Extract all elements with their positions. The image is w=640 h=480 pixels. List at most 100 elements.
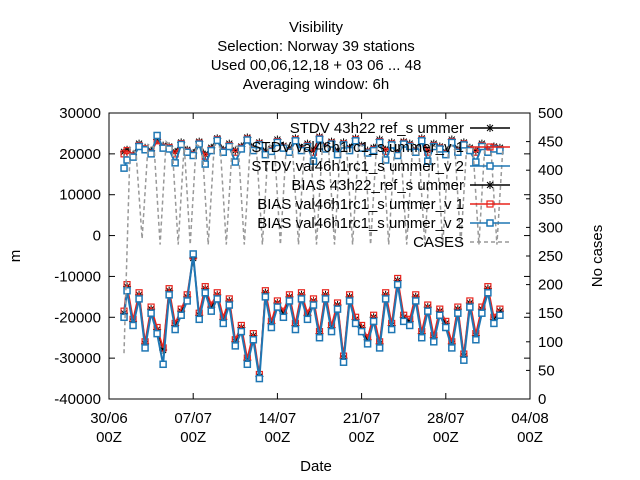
series-2-point [120,164,128,172]
series-2-point [381,156,390,164]
series-2-point [321,145,330,153]
series-5-point [249,336,258,344]
x-tick-label-date: 21/07 [343,410,381,427]
series-5-point [484,289,492,297]
legend-label-0: STDV 43h22 ref_s ummer [290,120,464,137]
legend-4-point [486,200,494,208]
legend-2-point [486,162,494,170]
x-tick-label-hour: 00Z [433,429,459,446]
series-3-point [357,323,366,332]
x-tick-label-hour: 00Z [96,429,122,446]
series-2-point [177,140,185,149]
legend-3-point [486,181,494,189]
series-2-point [417,137,426,145]
y-tick-label: 0 [93,228,101,245]
series-5-point [237,327,246,336]
y2-tick-label: 500 [538,105,563,122]
series-0-point [153,135,162,144]
series-2-point [237,145,246,153]
series-2-point [141,146,149,154]
series-2-point [273,138,282,147]
series-5-point [369,317,378,326]
series-5-point [267,323,276,332]
series-2-point [147,150,155,158]
y2-axis-label: No cases [589,225,606,288]
series-5-point [177,311,185,319]
x-axis-label: Date [300,458,332,475]
series-2-point [231,158,240,166]
series-5-point [405,321,414,330]
series-2-point [291,137,300,145]
series-5-point [165,291,173,299]
series-5-point [120,313,128,322]
series-2-point [315,135,324,143]
y-tick-label: -30000 [54,350,101,367]
series-5-point [399,317,408,326]
legend-label-3: BIAS 43h22_ref_s ummer [291,177,464,194]
series-5-point [436,311,444,319]
series-5-point [243,360,252,369]
series-5-point [454,309,462,317]
series-5-point [466,303,474,311]
series-5-point [448,344,456,352]
series-5-point [315,333,324,342]
y2-tick-label: 400 [538,162,563,179]
series-3-point [495,307,504,316]
x-tick-label-hour: 00Z [517,429,543,446]
x-axis-ticks: 30/06 00Z 07/07 00Z 14/07 00Z 21/07 00Z 28/07 00Z… [90,113,549,446]
series-5-point [472,336,480,344]
series-2-point [243,136,252,144]
series-5-point [273,303,282,311]
series-2-point [424,157,432,165]
series-2-point [219,148,228,156]
series-5-point [357,327,366,336]
series-3-point [351,315,360,324]
series-1-point [123,146,131,155]
series-5-point [129,321,137,330]
series-5-point [255,374,264,383]
series-5-point [147,309,155,317]
series-2-point [171,159,179,167]
series-5 [120,250,504,383]
series-5-point [153,329,161,338]
y2-tick-label: 300 [538,219,563,236]
series-5-point [141,344,149,352]
y-tick-label: -10000 [54,268,101,285]
series-0-point [381,145,390,154]
x-tick-label-hour: 00Z [349,429,375,446]
series-5-point [339,358,348,366]
series-5-point [327,327,336,336]
series-5-point [478,309,486,317]
y2-tick-label: 250 [538,248,563,265]
y-tick-label: 10000 [59,187,101,204]
series-2-point [129,153,137,161]
legend-5-point [486,219,494,227]
series-5-point [460,356,468,364]
series-5-point [285,297,294,305]
series-0-point [471,146,480,155]
legend-label-2: STDV val46h1rc1_s ummer_v 2 [251,158,464,175]
series-5-point [183,297,191,305]
series-3-point [303,311,312,320]
series-5-point [442,323,450,332]
series-5-line [123,253,501,379]
series-5-point [159,360,167,369]
y2-tick-label: 450 [538,134,563,151]
series-5-point [387,325,396,334]
legend-label-5: BIAS val46h1rc1_s ummer_v 2 [257,215,464,232]
series-5-point [291,325,300,334]
y2-tick-label: 200 [538,277,563,294]
series-5-point [195,315,203,324]
y-tick-label: -40000 [54,391,101,408]
series-5-point [231,342,240,350]
series-2-point [153,131,161,140]
series-2-point [351,137,360,145]
series-5-point [411,297,420,305]
series-2-point [309,157,318,165]
series-3-point [363,335,372,344]
series-5-point [351,319,360,328]
series-5-point [496,311,504,319]
series-0-point [171,147,180,156]
y-axis-label: m [7,250,24,263]
